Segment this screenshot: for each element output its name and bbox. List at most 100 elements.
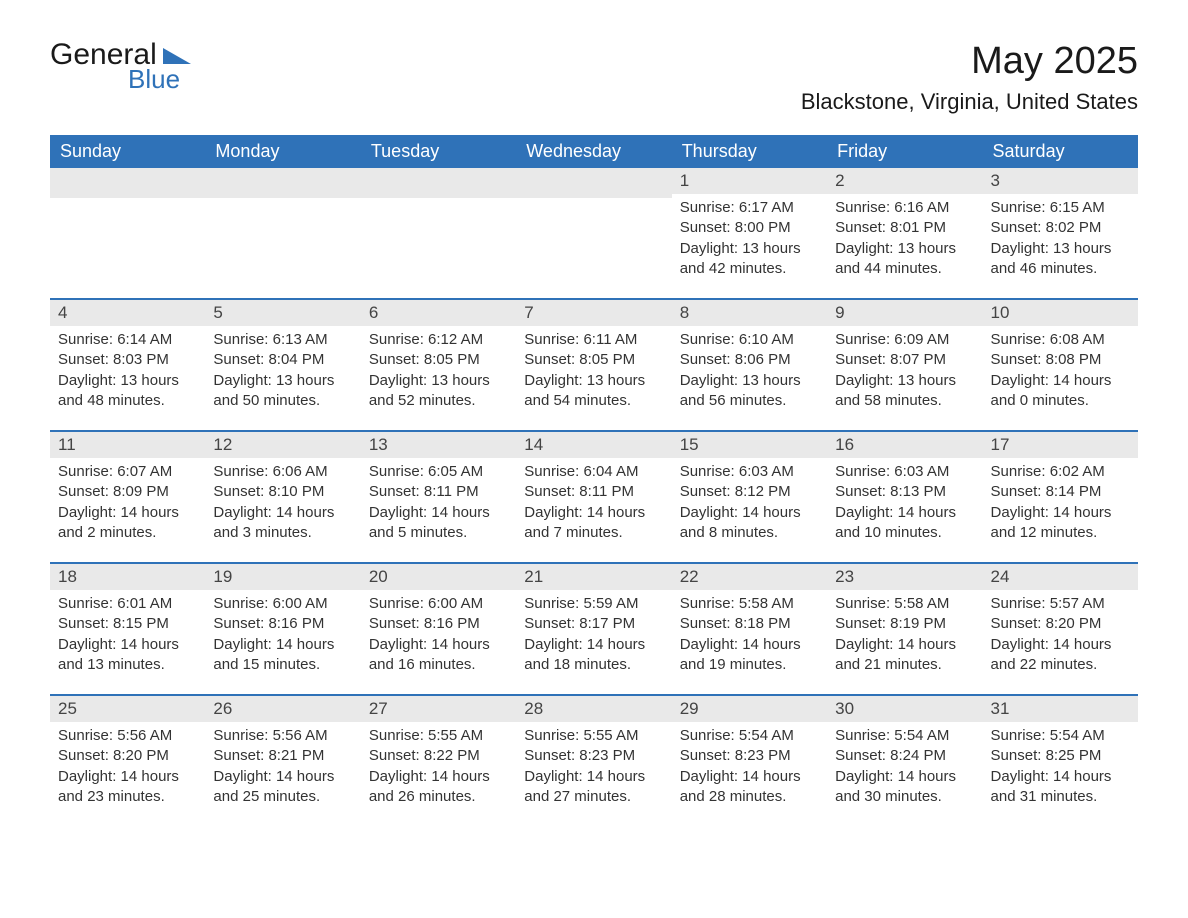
- day-number: 11: [50, 432, 205, 458]
- sunrise-text: Sunrise: 6:04 AM: [524, 462, 663, 482]
- daylight-text: and 54 minutes.: [524, 391, 663, 411]
- daylight-text: and 0 minutes.: [991, 391, 1130, 411]
- sunrise-text: Sunrise: 6:02 AM: [991, 462, 1130, 482]
- sunset-text: Sunset: 8:13 PM: [835, 482, 974, 502]
- day-cell: 30Sunrise: 5:54 AMSunset: 8:24 PMDayligh…: [827, 695, 982, 826]
- day-body: Sunrise: 5:57 AMSunset: 8:20 PMDaylight:…: [983, 590, 1138, 683]
- day-number: 20: [361, 564, 516, 590]
- title-block: May 2025 Blackstone, Virginia, United St…: [801, 40, 1138, 125]
- day-cell: 9Sunrise: 6:09 AMSunset: 8:07 PMDaylight…: [827, 299, 982, 431]
- day-body: Sunrise: 6:16 AMSunset: 8:01 PMDaylight:…: [827, 194, 982, 287]
- sunrise-text: Sunrise: 5:55 AM: [524, 726, 663, 746]
- day-number: 26: [205, 696, 360, 722]
- day-body: Sunrise: 5:58 AMSunset: 8:18 PMDaylight:…: [672, 590, 827, 683]
- sunset-text: Sunset: 8:20 PM: [991, 614, 1130, 634]
- day-cell: 21Sunrise: 5:59 AMSunset: 8:17 PMDayligh…: [516, 563, 671, 695]
- sunrise-text: Sunrise: 5:54 AM: [991, 726, 1130, 746]
- sunrise-text: Sunrise: 6:16 AM: [835, 198, 974, 218]
- sunset-text: Sunset: 8:00 PM: [680, 218, 819, 238]
- weekday-header: Tuesday: [361, 135, 516, 168]
- sunrise-text: Sunrise: 6:11 AM: [524, 330, 663, 350]
- daylight-text: and 2 minutes.: [58, 523, 197, 543]
- sunrise-text: Sunrise: 6:15 AM: [991, 198, 1130, 218]
- daylight-text: and 15 minutes.: [213, 655, 352, 675]
- day-cell: [361, 168, 516, 299]
- sunrise-text: Sunrise: 6:08 AM: [991, 330, 1130, 350]
- day-body: Sunrise: 6:17 AMSunset: 8:00 PMDaylight:…: [672, 194, 827, 287]
- daylight-text: Daylight: 14 hours: [835, 503, 974, 523]
- day-body: Sunrise: 6:02 AMSunset: 8:14 PMDaylight:…: [983, 458, 1138, 551]
- daylight-text: Daylight: 14 hours: [369, 503, 508, 523]
- day-cell: 6Sunrise: 6:12 AMSunset: 8:05 PMDaylight…: [361, 299, 516, 431]
- daylight-text: Daylight: 14 hours: [213, 767, 352, 787]
- day-body: Sunrise: 5:54 AMSunset: 8:25 PMDaylight:…: [983, 722, 1138, 815]
- sunset-text: Sunset: 8:05 PM: [524, 350, 663, 370]
- day-number: 23: [827, 564, 982, 590]
- day-number: 30: [827, 696, 982, 722]
- sunset-text: Sunset: 8:11 PM: [369, 482, 508, 502]
- sunset-text: Sunset: 8:11 PM: [524, 482, 663, 502]
- day-cell: 17Sunrise: 6:02 AMSunset: 8:14 PMDayligh…: [983, 431, 1138, 563]
- day-body: Sunrise: 5:55 AMSunset: 8:23 PMDaylight:…: [516, 722, 671, 815]
- day-body: Sunrise: 6:09 AMSunset: 8:07 PMDaylight:…: [827, 326, 982, 419]
- daylight-text: and 48 minutes.: [58, 391, 197, 411]
- calendar-table: Sunday Monday Tuesday Wednesday Thursday…: [50, 135, 1138, 826]
- weekday-header: Thursday: [672, 135, 827, 168]
- day-cell: 8Sunrise: 6:10 AMSunset: 8:06 PMDaylight…: [672, 299, 827, 431]
- daylight-text: and 5 minutes.: [369, 523, 508, 543]
- day-number: 31: [983, 696, 1138, 722]
- daylight-text: and 23 minutes.: [58, 787, 197, 807]
- day-number: 25: [50, 696, 205, 722]
- header: General Blue May 2025 Blackstone, Virgin…: [50, 40, 1138, 125]
- sunset-text: Sunset: 8:24 PM: [835, 746, 974, 766]
- daylight-text: Daylight: 14 hours: [369, 635, 508, 655]
- daylight-text: Daylight: 13 hours: [680, 371, 819, 391]
- day-cell: 18Sunrise: 6:01 AMSunset: 8:15 PMDayligh…: [50, 563, 205, 695]
- day-body: Sunrise: 6:10 AMSunset: 8:06 PMDaylight:…: [672, 326, 827, 419]
- day-number: 22: [672, 564, 827, 590]
- daylight-text: Daylight: 14 hours: [991, 767, 1130, 787]
- day-cell: 4Sunrise: 6:14 AMSunset: 8:03 PMDaylight…: [50, 299, 205, 431]
- day-cell: 28Sunrise: 5:55 AMSunset: 8:23 PMDayligh…: [516, 695, 671, 826]
- weekday-header: Sunday: [50, 135, 205, 168]
- day-body: Sunrise: 6:13 AMSunset: 8:04 PMDaylight:…: [205, 326, 360, 419]
- day-cell: 23Sunrise: 5:58 AMSunset: 8:19 PMDayligh…: [827, 563, 982, 695]
- sunrise-text: Sunrise: 6:13 AM: [213, 330, 352, 350]
- daylight-text: Daylight: 14 hours: [991, 503, 1130, 523]
- day-cell: 13Sunrise: 6:05 AMSunset: 8:11 PMDayligh…: [361, 431, 516, 563]
- daylight-text: Daylight: 13 hours: [835, 371, 974, 391]
- daylight-text: and 22 minutes.: [991, 655, 1130, 675]
- daylight-text: and 21 minutes.: [835, 655, 974, 675]
- sunset-text: Sunset: 8:15 PM: [58, 614, 197, 634]
- daylight-text: and 25 minutes.: [213, 787, 352, 807]
- daylight-text: Daylight: 14 hours: [524, 767, 663, 787]
- sunrise-text: Sunrise: 5:54 AM: [835, 726, 974, 746]
- sunset-text: Sunset: 8:04 PM: [213, 350, 352, 370]
- day-cell: 7Sunrise: 6:11 AMSunset: 8:05 PMDaylight…: [516, 299, 671, 431]
- logo: General Blue: [50, 40, 191, 92]
- day-number: 10: [983, 300, 1138, 326]
- day-body: Sunrise: 6:05 AMSunset: 8:11 PMDaylight:…: [361, 458, 516, 551]
- day-cell: 22Sunrise: 5:58 AMSunset: 8:18 PMDayligh…: [672, 563, 827, 695]
- sunrise-text: Sunrise: 6:12 AM: [369, 330, 508, 350]
- day-number: 5: [205, 300, 360, 326]
- day-number: 17: [983, 432, 1138, 458]
- daylight-text: and 28 minutes.: [680, 787, 819, 807]
- day-cell: [516, 168, 671, 299]
- daylight-text: Daylight: 14 hours: [991, 635, 1130, 655]
- sunset-text: Sunset: 8:10 PM: [213, 482, 352, 502]
- day-number: [361, 168, 516, 198]
- daylight-text: Daylight: 13 hours: [680, 239, 819, 259]
- weekday-header: Saturday: [983, 135, 1138, 168]
- day-number: 3: [983, 168, 1138, 194]
- day-number: [50, 168, 205, 198]
- sunset-text: Sunset: 8:07 PM: [835, 350, 974, 370]
- day-cell: 29Sunrise: 5:54 AMSunset: 8:23 PMDayligh…: [672, 695, 827, 826]
- day-body: Sunrise: 5:59 AMSunset: 8:17 PMDaylight:…: [516, 590, 671, 683]
- sunrise-text: Sunrise: 5:55 AM: [369, 726, 508, 746]
- daylight-text: and 42 minutes.: [680, 259, 819, 279]
- daylight-text: Daylight: 14 hours: [680, 503, 819, 523]
- day-number: 29: [672, 696, 827, 722]
- day-cell: 11Sunrise: 6:07 AMSunset: 8:09 PMDayligh…: [50, 431, 205, 563]
- sunset-text: Sunset: 8:01 PM: [835, 218, 974, 238]
